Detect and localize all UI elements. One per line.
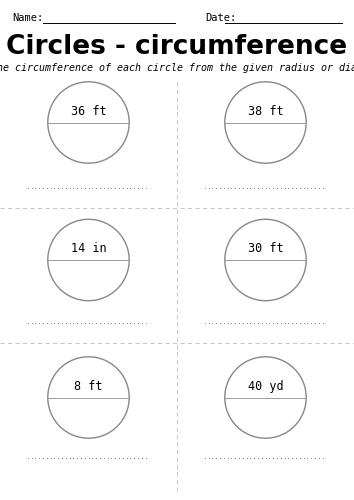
Text: 8 ft: 8 ft [74, 380, 103, 392]
Text: 36 ft: 36 ft [71, 104, 106, 118]
Text: 30 ft: 30 ft [248, 242, 283, 255]
Text: Date:: Date: [205, 13, 236, 23]
Text: 38 ft: 38 ft [248, 104, 283, 118]
Text: Find the circumference of each circle from the given radius or diameter.: Find the circumference of each circle fr… [0, 63, 354, 73]
Text: Name:: Name: [12, 13, 43, 23]
Text: 14 in: 14 in [71, 242, 106, 255]
Text: Circles - circumference: Circles - circumference [6, 34, 348, 60]
Text: 40 yd: 40 yd [248, 380, 283, 392]
